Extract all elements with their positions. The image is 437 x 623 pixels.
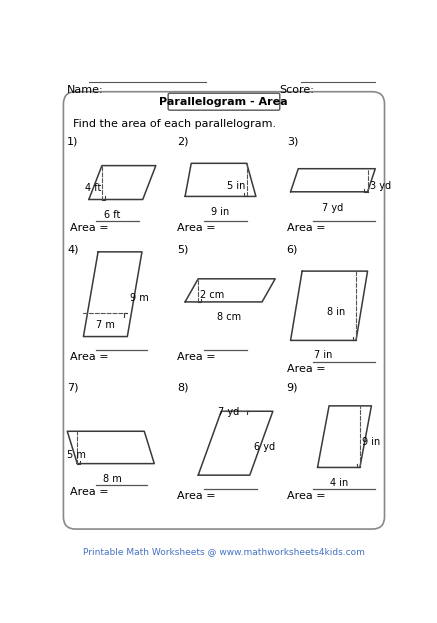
Text: Area =: Area = (177, 222, 219, 232)
Text: 8 m: 8 m (103, 474, 121, 485)
Text: Find the area of each parallelogram.: Find the area of each parallelogram. (73, 120, 276, 130)
Text: Area =: Area = (287, 490, 329, 500)
Text: 5 m: 5 m (67, 450, 86, 460)
Text: Area =: Area = (287, 363, 329, 374)
Text: 5): 5) (177, 244, 189, 254)
Text: Area =: Area = (69, 352, 112, 362)
Text: Name:: Name: (67, 85, 104, 95)
Text: 7 in: 7 in (314, 350, 332, 361)
Text: 9 in: 9 in (212, 207, 229, 217)
Text: Area =: Area = (177, 490, 219, 500)
Text: 7): 7) (67, 383, 79, 392)
Text: 3): 3) (287, 136, 298, 146)
Text: 1): 1) (67, 136, 79, 146)
Text: 4 ft: 4 ft (85, 183, 101, 193)
Text: 8 in: 8 in (327, 307, 345, 317)
Text: 4 in: 4 in (330, 478, 348, 488)
Text: 6 yd: 6 yd (254, 442, 275, 452)
Text: Score:: Score: (279, 85, 314, 95)
Text: 6): 6) (287, 244, 298, 254)
Text: 2): 2) (177, 136, 189, 146)
Text: 7 yd: 7 yd (218, 407, 239, 417)
Text: Printable Math Worksheets @ www.mathworksheets4kids.com: Printable Math Worksheets @ www.mathwork… (83, 548, 364, 556)
Text: 7 m: 7 m (96, 320, 114, 330)
Text: 9): 9) (287, 383, 298, 392)
Text: 3 yd: 3 yd (370, 181, 391, 191)
FancyBboxPatch shape (168, 93, 280, 110)
Text: Parallelogram - Area: Parallelogram - Area (159, 97, 288, 108)
Text: 2 cm: 2 cm (200, 290, 224, 300)
Text: 5 in: 5 in (227, 181, 245, 191)
FancyBboxPatch shape (63, 92, 385, 529)
Text: Area =: Area = (287, 222, 329, 232)
Text: Area =: Area = (69, 222, 112, 232)
Text: 9 in: 9 in (362, 437, 381, 447)
Text: 9 m: 9 m (130, 293, 149, 303)
Text: 6 ft: 6 ft (104, 209, 120, 219)
Text: 7 yd: 7 yd (323, 202, 343, 212)
Text: 8): 8) (177, 383, 189, 392)
Text: Area =: Area = (69, 487, 112, 497)
Text: Area =: Area = (177, 352, 219, 362)
Text: 4): 4) (67, 244, 79, 254)
Text: 8 cm: 8 cm (217, 312, 241, 322)
